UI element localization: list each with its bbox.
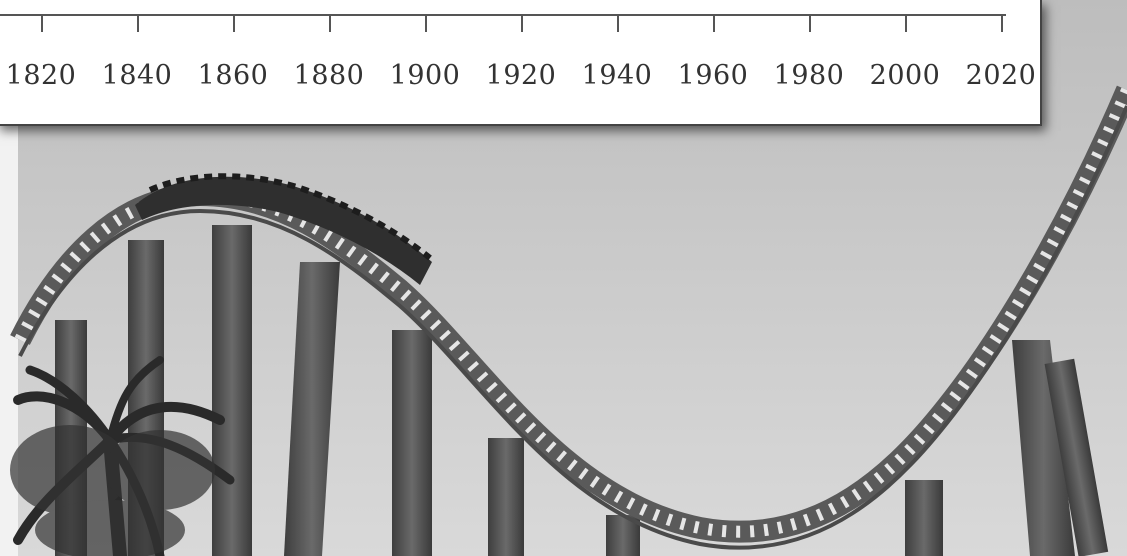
timeline-ruler: 1820 1840 1860 1880 1900 1920 1940 1960 1980 2000… [0, 0, 1042, 126]
timeline-tick [809, 14, 811, 32]
timeline-tick [713, 14, 715, 32]
palm-fronds-fill [10, 425, 215, 556]
timeline-label: 1860 [197, 60, 269, 91]
timeline-label: 1820 [5, 60, 77, 91]
timeline-tick [905, 14, 907, 32]
timeline-label: 1840 [101, 60, 173, 91]
timeline-tick [137, 14, 139, 32]
timeline-label: 1900 [389, 60, 461, 91]
timeline-tick [329, 14, 331, 32]
timeline-label: 1920 [485, 60, 557, 91]
timeline-label: 1880 [293, 60, 365, 91]
timeline-label: 1980 [773, 60, 845, 91]
timeline-tick [233, 14, 235, 32]
timeline-tick [617, 14, 619, 32]
timeline-tick [41, 14, 43, 32]
coaster-train [135, 173, 432, 285]
timeline-tick [1001, 14, 1003, 32]
timeline-tick [521, 14, 523, 32]
ruler-line [0, 14, 1006, 16]
left-white-margin [0, 120, 18, 556]
timeline-tick [425, 14, 427, 32]
timeline-label: 2020 [965, 60, 1037, 91]
timeline-label: 2000 [869, 60, 941, 91]
timeline-label: 1960 [677, 60, 749, 91]
timeline-label: 1940 [581, 60, 653, 91]
